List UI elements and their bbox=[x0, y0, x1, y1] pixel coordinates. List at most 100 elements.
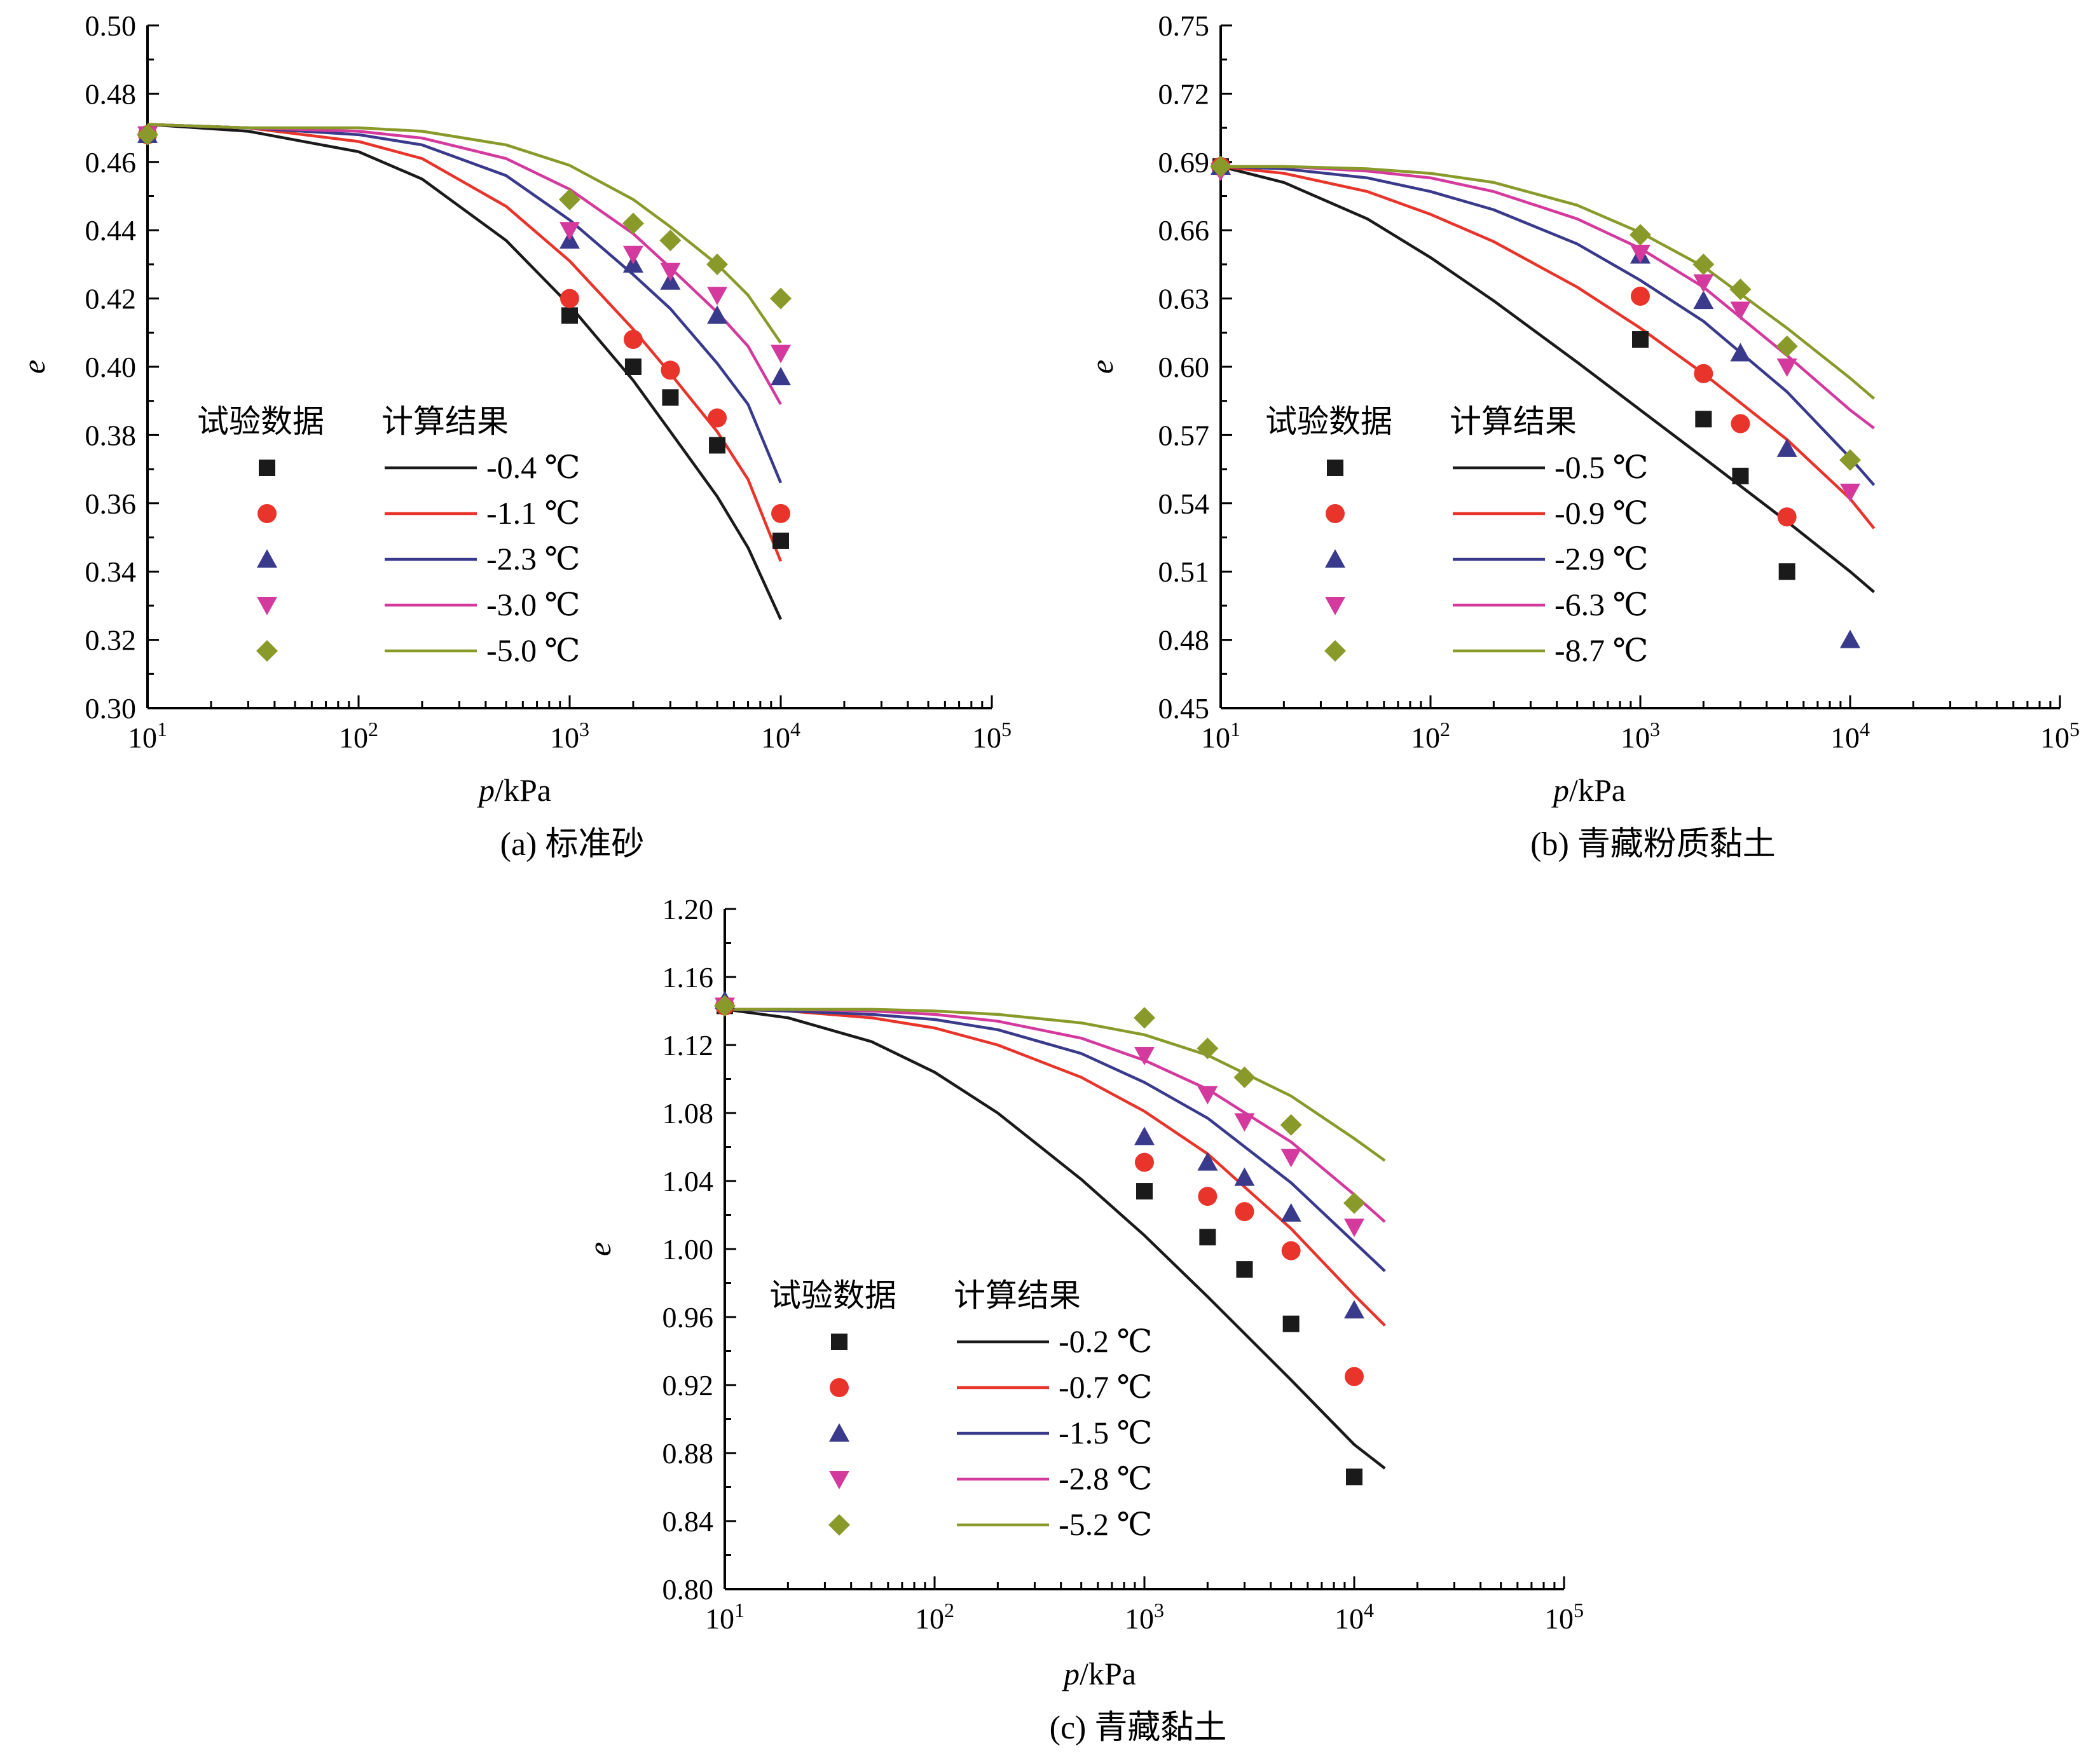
legend-marker-2 bbox=[829, 1423, 849, 1442]
legend-marker-4 bbox=[828, 1514, 850, 1536]
legend-marker-3 bbox=[257, 597, 277, 615]
y-axis-label: e bbox=[582, 1242, 617, 1256]
x-axis-label: p/kPa bbox=[477, 772, 551, 808]
y-axis-label: e bbox=[1084, 360, 1120, 374]
data-point-1 bbox=[1631, 287, 1650, 306]
data-point-1 bbox=[771, 503, 790, 523]
y-tick-label: 0.32 bbox=[85, 624, 137, 657]
data-point-4 bbox=[1134, 1007, 1155, 1029]
x-tick-label: 105 bbox=[1544, 1599, 1584, 1635]
fit-curve-2 bbox=[1220, 165, 1876, 486]
y-tick-label: 0.51 bbox=[1158, 556, 1210, 588]
data-point-3 bbox=[1776, 359, 1797, 377]
y-tick-label: 0.50 bbox=[85, 10, 137, 42]
legend-marker-3 bbox=[829, 1471, 849, 1489]
legend-marker-0 bbox=[831, 1334, 848, 1350]
y-tick-label: 1.20 bbox=[662, 893, 714, 925]
y-tick-label: 0.40 bbox=[85, 351, 137, 383]
data-point-1 bbox=[1235, 1202, 1254, 1222]
fit-curve-1 bbox=[1220, 165, 1876, 529]
y-tick-label: 0.75 bbox=[1158, 10, 1210, 42]
legend-label-2: -2.9 ℃ bbox=[1554, 541, 1649, 577]
legend-marker-0 bbox=[259, 460, 275, 476]
data-point-4 bbox=[1839, 449, 1861, 471]
data-point-4 bbox=[714, 995, 736, 1017]
legend-header-fit: 计算结果 bbox=[954, 1277, 1081, 1314]
y-tick-label: 0.38 bbox=[85, 419, 137, 451]
data-point-4 bbox=[770, 287, 792, 310]
y-tick-label: 0.42 bbox=[85, 283, 137, 315]
legend-label-1: -0.7 ℃ bbox=[1059, 1369, 1153, 1405]
x-tick-label: 101 bbox=[1201, 718, 1240, 754]
data-point-1 bbox=[560, 289, 579, 308]
data-point-4 bbox=[1197, 1037, 1219, 1060]
data-point-1 bbox=[1777, 507, 1797, 527]
x-tick-label: 103 bbox=[550, 718, 589, 754]
y-tick-label: 0.88 bbox=[662, 1437, 714, 1470]
y-tick-label: 0.36 bbox=[85, 488, 137, 520]
legend-label-1: -1.1 ℃ bbox=[486, 495, 580, 531]
data-point-0 bbox=[1778, 563, 1795, 580]
data-point-0 bbox=[1732, 467, 1749, 484]
chart-panel-b: 0.45 0.48 0.51 0.54 0.57 0.60 0.63 0.66 0.69 0.72… bbox=[1084, 10, 2080, 863]
y-tick-label: 0.57 bbox=[1158, 419, 1210, 451]
data-point-4 bbox=[659, 229, 682, 252]
y-tick-label: 0.54 bbox=[1158, 488, 1210, 520]
legend-label-3: -6.3 ℃ bbox=[1554, 587, 1649, 622]
legend-label-3: -3.0 ℃ bbox=[486, 587, 580, 622]
legend-marker-3 bbox=[1325, 597, 1345, 615]
data-point-0 bbox=[772, 532, 789, 549]
data-point-3 bbox=[1234, 1113, 1255, 1132]
legend-marker-0 bbox=[1327, 460, 1343, 476]
y-tick-label: 1.00 bbox=[662, 1233, 714, 1266]
y-tick-label: 0.84 bbox=[662, 1505, 714, 1538]
data-point-2 bbox=[707, 305, 728, 324]
data-point-3 bbox=[1134, 1047, 1155, 1066]
legend-label-3: -2.8 ℃ bbox=[1059, 1461, 1153, 1496]
data-point-3 bbox=[1280, 1149, 1301, 1168]
legend-label-2: -1.5 ℃ bbox=[1059, 1415, 1153, 1451]
legend-label-0: -0.4 ℃ bbox=[486, 449, 580, 485]
data-point-0 bbox=[1236, 1261, 1253, 1278]
fit-curve-1 bbox=[724, 1007, 1386, 1327]
x-tick-label: 103 bbox=[1125, 1599, 1164, 1635]
data-point-2 bbox=[1197, 1152, 1218, 1171]
data-point-4 bbox=[1729, 278, 1752, 301]
y-tick-label: 0.63 bbox=[1158, 283, 1210, 315]
data-point-1 bbox=[708, 408, 727, 428]
legend-header-data: 试验数据 bbox=[1265, 403, 1392, 440]
data-point-2 bbox=[1234, 1167, 1255, 1186]
data-point-0 bbox=[1282, 1315, 1300, 1332]
data-point-4 bbox=[1210, 155, 1232, 177]
legend-label-4: -5.0 ℃ bbox=[486, 632, 580, 668]
y-tick-label: 0.44 bbox=[85, 214, 137, 247]
legend-header-fit: 计算结果 bbox=[1450, 403, 1577, 440]
legend-label-1: -0.9 ℃ bbox=[1554, 495, 1649, 531]
data-point-2 bbox=[1134, 1126, 1155, 1145]
legend-marker-2 bbox=[257, 549, 277, 568]
data-point-3 bbox=[1630, 245, 1650, 263]
data-point-1 bbox=[1731, 414, 1750, 434]
fit-curve-2 bbox=[724, 1007, 1386, 1273]
y-tick-label: 0.48 bbox=[1158, 624, 1210, 657]
data-point-0 bbox=[1136, 1183, 1153, 1200]
data-point-1 bbox=[1281, 1241, 1301, 1260]
fit-curve-0 bbox=[1220, 165, 1876, 594]
data-point-1 bbox=[661, 360, 680, 380]
panel-caption: (a) 标准砂 bbox=[500, 826, 645, 863]
data-point-1 bbox=[623, 330, 643, 350]
chart-panel-a: 0.30 0.32 0.34 0.36 0.38 0.40 0.42 0.44 0.46 0.48… bbox=[16, 10, 1012, 863]
x-tick-label: 101 bbox=[128, 718, 167, 754]
data-point-3 bbox=[771, 345, 791, 364]
legend-marker-1 bbox=[1326, 504, 1345, 523]
x-tick-label: 103 bbox=[1621, 718, 1660, 754]
y-tick-label: 0.66 bbox=[1158, 214, 1210, 247]
y-tick-label: 0.30 bbox=[85, 692, 137, 725]
y-tick-label: 0.34 bbox=[85, 556, 137, 588]
y-tick-label: 0.45 bbox=[1158, 692, 1210, 725]
data-point-2 bbox=[1730, 343, 1751, 362]
y-tick-label: 1.08 bbox=[662, 1097, 714, 1130]
legend-marker-4 bbox=[256, 640, 278, 662]
legend-label-4: -5.2 ℃ bbox=[1059, 1506, 1153, 1542]
panel-caption: (c) 青藏黏土 bbox=[1050, 1710, 1227, 1746]
